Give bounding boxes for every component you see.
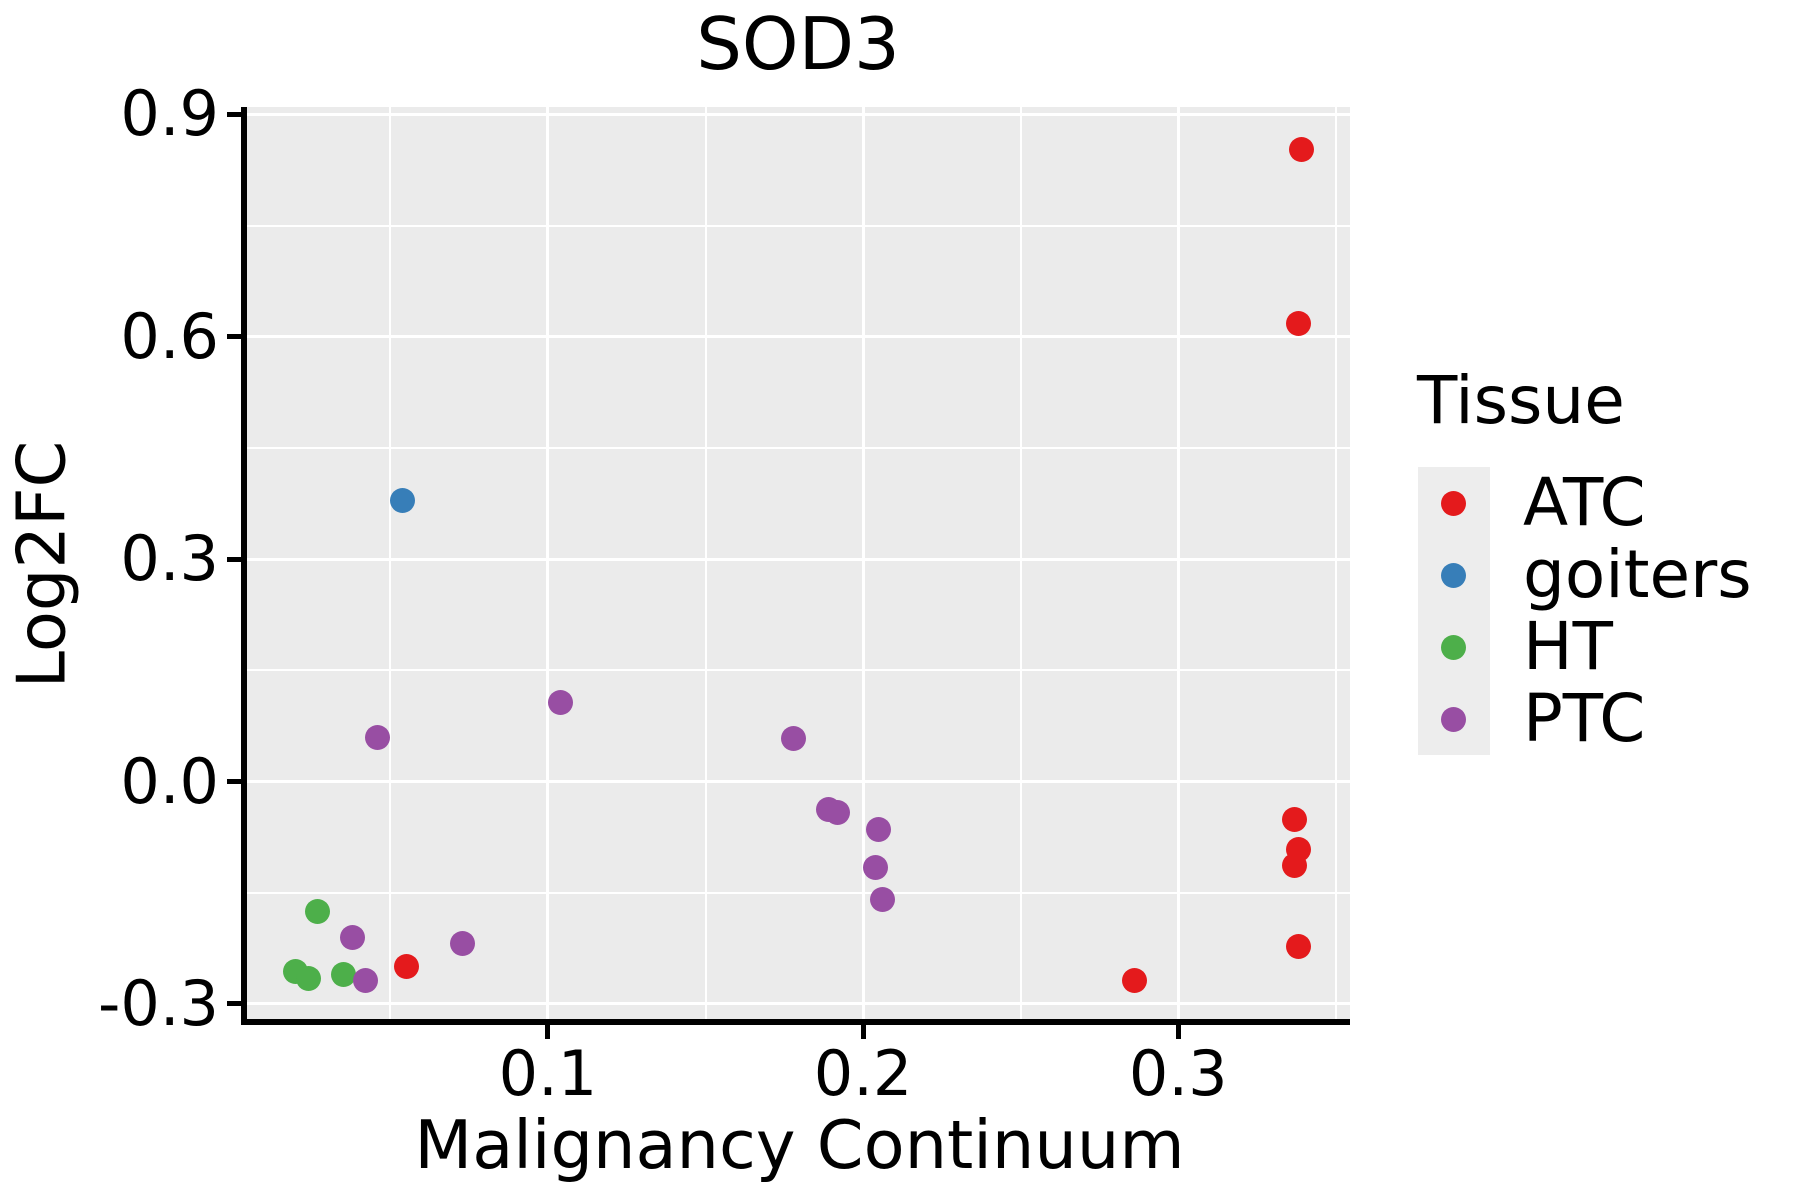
- data-point-PTC: [352, 967, 378, 993]
- y-tick-label: 0.0: [120, 744, 219, 818]
- data-point-HT: [295, 965, 321, 991]
- data-point-ATC: [393, 954, 419, 980]
- x-minor-gridline: [389, 107, 392, 1021]
- legend-item-goiters: goiters: [1417, 539, 1777, 611]
- data-point-PTC: [866, 816, 892, 842]
- legend-dot-PTC: [1441, 707, 1466, 732]
- x-tick-label: 0.1: [498, 1037, 598, 1110]
- legend-title: Tissue: [1417, 362, 1625, 439]
- legend-item-HT: HT: [1417, 611, 1777, 683]
- data-point-goiters: [390, 488, 416, 514]
- data-point-PTC: [450, 930, 476, 956]
- legend-item-label: goiters: [1523, 536, 1752, 613]
- legend-dot-goiters: [1441, 563, 1466, 588]
- x-tick-mark: [1175, 1025, 1181, 1039]
- y-minor-gridline: [247, 446, 1350, 449]
- data-point-PTC: [825, 800, 851, 826]
- legend-items: ATC goiters HT PTC: [1417, 467, 1777, 755]
- y-tick-mark: [227, 556, 241, 562]
- y-tick-mark: [227, 779, 241, 785]
- legend: Tissue ATC goiters HT PTC: [1417, 368, 1777, 755]
- y-axis-line: [241, 107, 247, 1025]
- y-axis-label: Log2FC: [2, 440, 81, 689]
- y-minor-gridline: [247, 224, 1350, 227]
- y-major-gridline: [247, 112, 1350, 116]
- y-tick-mark: [227, 111, 241, 117]
- y-tick-label: 0.3: [120, 522, 219, 596]
- y-tick-label: 0.6: [120, 299, 219, 373]
- x-tick-mark: [545, 1025, 551, 1039]
- data-point-PTC: [365, 725, 391, 751]
- y-major-gridline: [247, 780, 1350, 784]
- data-point-ATC: [1285, 934, 1311, 960]
- y-tick-mark: [227, 1001, 241, 1007]
- data-point-ATC: [1282, 806, 1308, 832]
- y-major-gridline: [247, 557, 1350, 561]
- legend-dot-ATC: [1441, 491, 1466, 516]
- legend-item-ATC: ATC: [1417, 467, 1777, 539]
- plot-panel: [247, 107, 1350, 1021]
- data-point-PTC: [548, 690, 574, 716]
- data-point-PTC: [863, 855, 889, 881]
- data-point-HT: [330, 961, 356, 987]
- data-point-PTC: [781, 726, 807, 752]
- data-point-ATC: [1285, 310, 1311, 336]
- y-tick-label: 0.9: [120, 77, 219, 151]
- y-minor-gridline: [247, 891, 1350, 894]
- x-axis-line: [241, 1019, 1350, 1025]
- legend-item-label: HT: [1523, 608, 1613, 685]
- y-minor-gridline: [247, 669, 1350, 672]
- legend-item-label: ATC: [1523, 464, 1646, 541]
- x-major-gridline: [1176, 107, 1180, 1021]
- x-minor-gridline: [1334, 107, 1337, 1021]
- x-minor-gridline: [704, 107, 707, 1021]
- legend-item-PTC: PTC: [1417, 683, 1777, 755]
- x-major-gridline: [861, 107, 865, 1021]
- y-tick-mark: [227, 334, 241, 340]
- y-major-gridline: [247, 1002, 1350, 1006]
- x-minor-gridline: [1019, 107, 1022, 1021]
- legend-item-label: PTC: [1523, 680, 1646, 757]
- y-major-gridline: [247, 335, 1350, 339]
- data-point-ATC: [1282, 852, 1308, 878]
- y-tick-label: -0.3: [98, 966, 219, 1040]
- chart-title: SOD3: [696, 2, 900, 86]
- data-point-HT: [305, 898, 331, 924]
- x-major-gridline: [546, 107, 550, 1021]
- data-point-PTC: [869, 886, 895, 912]
- x-tick-mark: [860, 1025, 866, 1039]
- x-tick-label: 0.2: [813, 1037, 913, 1110]
- data-point-ATC: [1288, 137, 1314, 163]
- data-point-PTC: [340, 925, 366, 951]
- data-point-ATC: [1121, 968, 1147, 994]
- legend-dot-HT: [1441, 635, 1466, 660]
- x-axis-label: Malignancy Continuum: [414, 1106, 1185, 1184]
- x-tick-label: 0.3: [1128, 1037, 1228, 1110]
